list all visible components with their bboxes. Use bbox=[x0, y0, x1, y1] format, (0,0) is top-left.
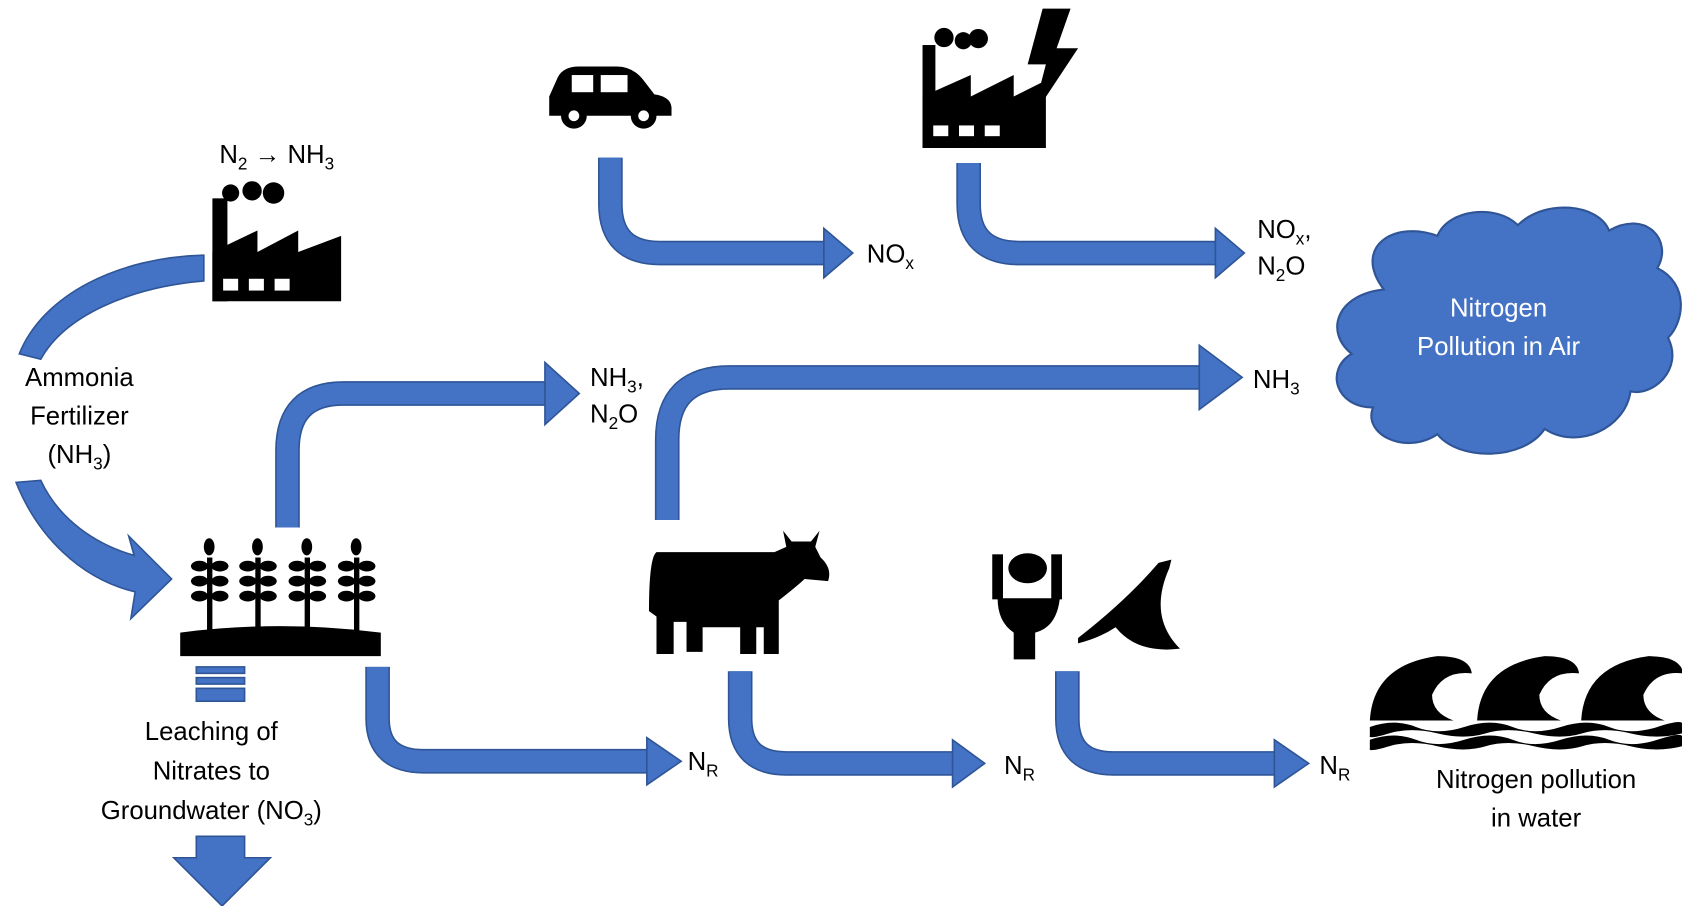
text-run: , bbox=[637, 364, 644, 392]
subscript: R bbox=[1338, 765, 1350, 785]
text-run: Nitrogen pollution bbox=[1436, 766, 1636, 794]
power-plant-icon bbox=[922, 8, 1079, 148]
label-line: NR​ bbox=[688, 748, 719, 780]
text-run: ) bbox=[103, 441, 112, 469]
label-line: Pollution in Air bbox=[1417, 333, 1580, 361]
cow-icon bbox=[648, 530, 830, 655]
text-run: Groundwater (NO bbox=[101, 797, 304, 825]
label-line: (NH3​) bbox=[47, 441, 111, 473]
label-line: Nitrogen pollution bbox=[1436, 766, 1636, 794]
waves-icon bbox=[1369, 656, 1682, 751]
text-run: ) bbox=[313, 797, 322, 825]
subscript: x bbox=[1296, 228, 1305, 248]
subscript: 2 bbox=[238, 153, 248, 173]
text-run: Leaching of bbox=[145, 718, 279, 746]
subscript: 2 bbox=[609, 413, 619, 433]
label-line: NH3​, bbox=[590, 364, 644, 396]
subscript: R bbox=[706, 760, 718, 780]
label-line: NH3​ bbox=[1253, 366, 1300, 398]
text-run: (NH bbox=[47, 441, 93, 469]
text-run: Pollution in Air bbox=[1417, 333, 1580, 361]
car-icon bbox=[549, 66, 672, 129]
cloud bbox=[1335, 206, 1682, 455]
text-run: N bbox=[1319, 752, 1338, 780]
label-line: NOx​, bbox=[1257, 216, 1311, 248]
text-run: → NH bbox=[247, 141, 324, 169]
text-run: Fertilizer bbox=[30, 403, 129, 431]
subscript: 3 bbox=[627, 376, 637, 396]
label-line: Nitrogen bbox=[1450, 294, 1547, 322]
text-run: NO bbox=[867, 241, 906, 269]
crops-icon bbox=[180, 538, 381, 657]
subscript: x bbox=[905, 253, 914, 273]
subscript: 3 bbox=[304, 810, 314, 830]
label-line: NR​ bbox=[1319, 752, 1350, 784]
label-line: N2​O bbox=[1257, 252, 1305, 284]
text-run: Ammonia bbox=[25, 364, 134, 392]
label-line: NR​ bbox=[1004, 752, 1035, 784]
label-line: in water bbox=[1491, 805, 1582, 833]
text-run: N bbox=[590, 400, 609, 428]
subscript: 3 bbox=[1290, 379, 1300, 399]
label-line: Ammonia bbox=[25, 364, 134, 392]
subscript: 3 bbox=[325, 153, 335, 173]
text-run: Nitrogen bbox=[1450, 294, 1547, 322]
label-line: Groundwater (NO3​) bbox=[101, 797, 322, 829]
text-run: , bbox=[1304, 216, 1311, 244]
text-run: N bbox=[219, 141, 238, 169]
subscript: R bbox=[1023, 765, 1035, 785]
text-run: Nitrates to bbox=[153, 757, 270, 785]
text-run: in water bbox=[1491, 805, 1582, 833]
label-line: N2​ → NH3​ bbox=[219, 141, 334, 173]
label-line: NOx​ bbox=[867, 241, 915, 273]
flow-arrows bbox=[14, 157, 1311, 906]
label-line: Nitrates to bbox=[153, 757, 270, 785]
subscript: 3 bbox=[93, 454, 103, 474]
label-line: Leaching of bbox=[145, 718, 279, 746]
text-run: O bbox=[1285, 252, 1305, 280]
text-run: N bbox=[688, 748, 707, 776]
label-line: N2​O bbox=[590, 400, 638, 432]
text-run: NH bbox=[590, 364, 627, 392]
factory-icon bbox=[212, 181, 342, 302]
text-run: NO bbox=[1257, 216, 1296, 244]
text-run: NH bbox=[1253, 366, 1290, 394]
toilet-icon bbox=[992, 553, 1062, 660]
label-line: Fertilizer bbox=[30, 403, 129, 431]
text-run: O bbox=[618, 400, 638, 428]
subscript: 2 bbox=[1276, 265, 1286, 285]
text-run: N bbox=[1257, 252, 1276, 280]
text-run: N bbox=[1004, 752, 1023, 780]
banana-icon bbox=[1078, 559, 1180, 650]
